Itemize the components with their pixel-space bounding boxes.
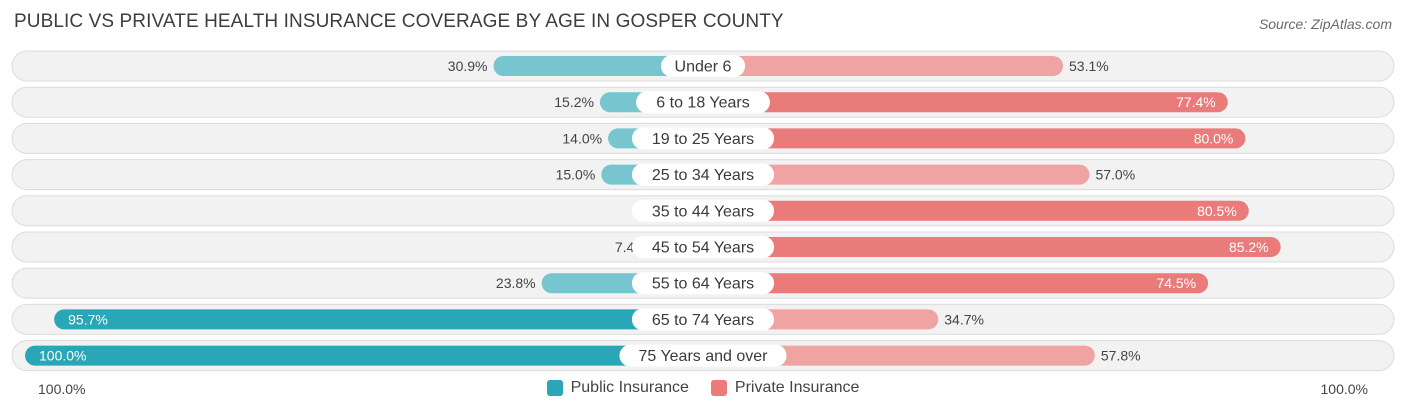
bar-private-under-6 bbox=[703, 56, 1064, 76]
value-label-public-55-to-64-years: 23.8% bbox=[496, 275, 536, 291]
bar-private-75-years-and-over bbox=[703, 345, 1095, 366]
legend-swatch-private bbox=[710, 380, 727, 396]
value-label-private-55-to-64-years: 74.5% bbox=[1156, 275, 1196, 291]
axis-right-label: 100.0% bbox=[1320, 381, 1368, 397]
legend: Public Insurance Private Insurance bbox=[0, 379, 1406, 397]
value-label-private-19-to-25-years: 80.0% bbox=[1194, 130, 1234, 146]
chart-title: PUBLIC VS PRIVATE HEALTH INSURANCE COVER… bbox=[14, 11, 784, 32]
bar-private-45-to-54-years bbox=[703, 237, 1281, 257]
value-label-private-under-6: 53.1% bbox=[1069, 58, 1109, 74]
legend-item-private: Private Insurance bbox=[710, 379, 860, 397]
bar-private-25-to-34-years bbox=[703, 164, 1090, 185]
legend-label-public: Public Insurance bbox=[570, 379, 689, 396]
bar-private-55-to-64-years bbox=[703, 273, 1209, 294]
value-label-public-6-to-18-years: 15.2% bbox=[554, 94, 594, 110]
bar-private-19-to-25-years bbox=[703, 128, 1246, 149]
category-pill-25-to-34-years bbox=[631, 163, 775, 186]
category-label-45-to-54-years: 45 to 54 Years bbox=[652, 240, 754, 257]
bar-private-35-to-44-years bbox=[703, 200, 1249, 221]
category-label-6-to-18-years: 6 to 18 Years bbox=[656, 95, 749, 112]
legend-swatch-public bbox=[546, 380, 563, 396]
value-label-private-75-years-and-over: 57.8% bbox=[1101, 348, 1141, 364]
category-pill-45-to-54-years bbox=[631, 236, 775, 258]
bar-private-6-to-18-years bbox=[703, 92, 1228, 113]
value-label-public-25-to-34-years: 15.0% bbox=[556, 167, 596, 183]
bar-public-under-6 bbox=[493, 56, 703, 76]
bar-public-65-to-74-years bbox=[54, 309, 704, 330]
value-label-private-25-to-34-years: 57.0% bbox=[1095, 167, 1135, 183]
category-pill-35-to-44-years bbox=[631, 199, 775, 222]
category-label-65-to-74-years: 65 to 74 Years bbox=[652, 312, 754, 329]
value-label-public-75-years-and-over: 100.0% bbox=[39, 348, 86, 364]
category-label-under-6: Under 6 bbox=[675, 59, 732, 76]
value-label-public-65-to-74-years: 95.7% bbox=[68, 311, 108, 327]
category-label-25-to-34-years: 25 to 34 Years bbox=[652, 167, 754, 184]
chart-area: 30.9% 53.1% Under 6 15.2% 77.4% 6 to 18 Years… bbox=[11, 50, 1395, 372]
value-label-private-65-to-74-years: 34.7% bbox=[944, 311, 984, 327]
value-label-public-19-to-25-years: 14.0% bbox=[562, 130, 602, 146]
bar-public-75-years-and-over bbox=[25, 345, 703, 366]
category-label-19-to-25-years: 19 to 25 Years bbox=[652, 131, 754, 148]
category-pill-75-years-and-over bbox=[619, 344, 787, 367]
category-label-75-years-and-over: 75 Years and over bbox=[639, 348, 769, 365]
value-label-public-under-6: 30.9% bbox=[448, 58, 488, 74]
source-label: Source: ZipAtlas.com bbox=[1258, 16, 1392, 32]
value-label-private-35-to-44-years: 80.5% bbox=[1197, 203, 1237, 219]
category-pill-19-to-25-years bbox=[631, 127, 775, 150]
category-pill-55-to-64-years bbox=[631, 272, 775, 295]
legend-item-public: Public Insurance bbox=[546, 379, 689, 397]
category-label-55-to-64-years: 55 to 64 Years bbox=[652, 276, 754, 293]
category-pill-65-to-74-years bbox=[631, 308, 775, 331]
axis-left-label: 100.0% bbox=[38, 381, 86, 397]
category-pill-under-6 bbox=[660, 55, 746, 77]
value-label-private-6-to-18-years: 77.4% bbox=[1176, 94, 1216, 110]
legend-label-private: Private Insurance bbox=[734, 379, 860, 396]
category-pill-6-to-18-years bbox=[636, 91, 770, 114]
value-label-private-45-to-54-years: 85.2% bbox=[1229, 239, 1269, 255]
category-label-35-to-44-years: 35 to 44 Years bbox=[652, 203, 754, 220]
